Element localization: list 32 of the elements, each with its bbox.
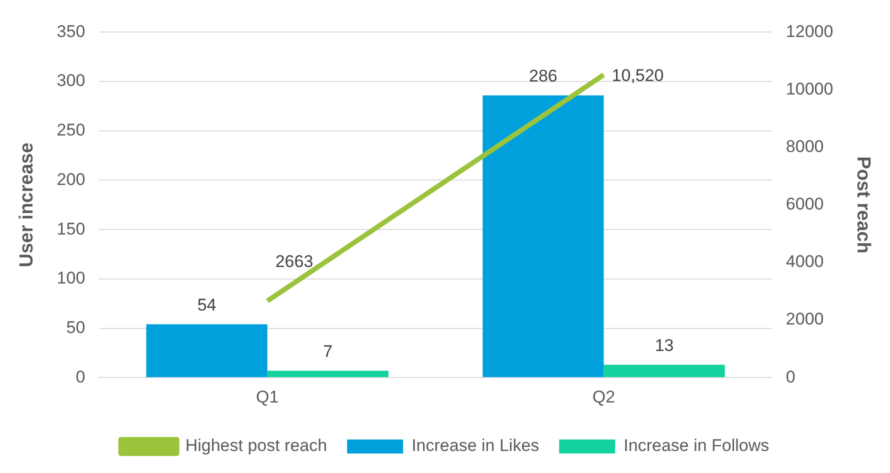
y2-tick-label: 10000 — [786, 79, 834, 98]
legend-label: Increase in Follows — [624, 436, 770, 456]
y2-tick-label: 2000 — [786, 310, 824, 329]
y-tick-label: 100 — [56, 268, 86, 288]
y-tick-label: 250 — [56, 120, 86, 140]
data-label: 2663 — [275, 252, 314, 272]
data-label: 54 — [197, 295, 216, 314]
data-label: 7 — [323, 342, 333, 361]
y-tick-label: 200 — [56, 170, 86, 189]
y-tick-label: 350 — [56, 22, 86, 41]
y-tick-label: 50 — [66, 318, 86, 337]
bar — [146, 324, 268, 378]
data-label: 286 — [529, 66, 558, 86]
legend-label: Increase in Likes — [412, 436, 540, 456]
y2-axis-title: Post reach — [852, 156, 874, 254]
x-tick-label: Q1 — [256, 387, 279, 406]
y2-tick-label: 4000 — [786, 252, 824, 272]
legend-label: Highest post reach — [185, 436, 328, 456]
bar — [482, 95, 604, 378]
x-tick-label: Q2 — [592, 387, 616, 406]
data-label: 13 — [654, 336, 674, 355]
y2-tick-label: 0 — [786, 367, 796, 386]
bar — [267, 370, 388, 378]
y-axis-title: User increase — [16, 142, 38, 268]
y-tick-label: 0 — [76, 367, 86, 386]
bar — [604, 364, 725, 378]
y2-tick-label: 8000 — [786, 137, 824, 156]
y2-tick-label: 12000 — [786, 22, 834, 41]
y-tick-label: 150 — [56, 219, 86, 238]
y-tick-label: 300 — [56, 71, 86, 90]
y2-tick-label: 6000 — [786, 194, 824, 214]
data-label: 10,520 — [612, 66, 664, 85]
